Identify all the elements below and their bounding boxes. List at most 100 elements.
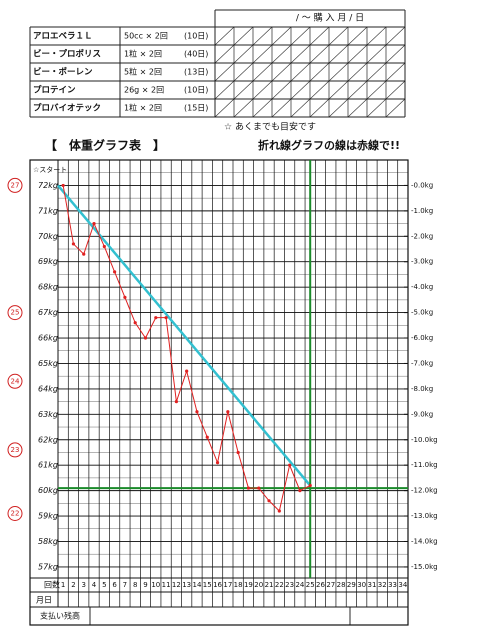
- y-tick-label: 65kg: [38, 359, 58, 368]
- weight-point: [71, 242, 76, 246]
- weight-point: [154, 316, 158, 320]
- y-tick-label: 68kg: [38, 283, 58, 292]
- cell-diagonal: [347, 80, 368, 100]
- x-tick-label: 30: [357, 581, 366, 589]
- cell-diagonal: [309, 44, 330, 64]
- cell-diagonal: [385, 44, 406, 64]
- cell-diagonal: [366, 62, 387, 82]
- y-tick-label: 58kg: [38, 537, 58, 546]
- cell-diagonal: [309, 26, 330, 46]
- y-tick-label: 62kg: [38, 435, 58, 444]
- weight-point: [61, 183, 65, 188]
- x-tick-label: 31: [368, 581, 377, 589]
- y2-tick-label: -11.0kg: [411, 461, 438, 469]
- x-tick-label: 18: [234, 581, 243, 589]
- supplement-days: (15日): [184, 104, 208, 113]
- x-tick-label: 2: [71, 581, 75, 589]
- y2-tick-label: -15.0kg: [411, 563, 438, 571]
- y-tick-label: 72kg: [38, 181, 58, 190]
- supplement-days: (10日): [184, 32, 208, 41]
- cell-diagonal: [290, 44, 311, 64]
- cell-diagonal: [252, 98, 273, 118]
- x-tick-label: 6: [112, 581, 117, 589]
- y2-tick-label: -10.0kg: [411, 436, 438, 444]
- chart-subtitle: 折れ線グラフの線は赤線で!!: [258, 138, 400, 152]
- cell-diagonal: [271, 80, 292, 100]
- weight-point: [195, 410, 199, 414]
- cell-diagonal: [271, 44, 292, 64]
- y-tick-label: 66kg: [38, 334, 58, 343]
- x-tick-label: 26: [316, 581, 325, 589]
- cell-diagonal: [366, 44, 387, 64]
- y2-tick-label: -13.0kg: [411, 512, 438, 520]
- supplement-dose: 1粒 × 2回: [124, 103, 162, 113]
- x-tick-label: 27: [326, 581, 335, 589]
- side-note: 23: [11, 446, 20, 454]
- weight-point: [102, 244, 106, 249]
- cell-diagonal: [271, 98, 292, 118]
- cell-diagonal: [385, 26, 406, 46]
- y-tick-label: 70kg: [38, 232, 58, 241]
- weight-point: [185, 369, 189, 373]
- side-note: 22: [11, 510, 20, 518]
- supplement-name: ビー・プロポリス: [33, 49, 101, 60]
- cell-diagonal: [233, 80, 254, 100]
- note: ☆ あくまでも目安です: [224, 121, 316, 133]
- y2-tick-label: -6.0kg: [411, 334, 433, 342]
- cell-diagonal: [233, 98, 254, 118]
- cell-diagonal: [309, 80, 330, 100]
- x-tick-label: 8: [133, 581, 137, 589]
- cell-diagonal: [366, 80, 387, 100]
- x-tick-label: 29: [347, 581, 356, 589]
- cell-diagonal: [366, 26, 387, 46]
- weight-point: [267, 499, 271, 503]
- cell-diagonal: [252, 80, 273, 100]
- x-tick-label: 33: [388, 581, 397, 589]
- x-tick-label: 22: [275, 581, 284, 589]
- cell-diagonal: [271, 26, 292, 46]
- cell-diagonal: [271, 62, 292, 82]
- weight-point: [164, 316, 168, 320]
- supplement-dose: 50cc × 2回: [124, 32, 168, 41]
- cell-diagonal: [366, 98, 387, 118]
- cell-diagonal: [252, 44, 273, 64]
- date-label: 月日: [36, 596, 52, 605]
- x-tick-label: 1: [61, 581, 65, 589]
- x-tick-label: 13: [182, 581, 191, 589]
- cell-diagonal: [233, 44, 254, 64]
- weight-point: [215, 461, 220, 465]
- cell-diagonal: [347, 62, 368, 82]
- weight-point: [174, 400, 178, 404]
- y2-tick-label: -3.0kg: [411, 258, 433, 266]
- cell-diagonal: [290, 80, 311, 100]
- y2-tick-label: -12.0kg: [411, 487, 438, 495]
- side-note-circle: [7, 305, 23, 321]
- target-line: [57, 184, 312, 487]
- x-tick-label: 10: [151, 581, 160, 589]
- weight-point: [133, 321, 137, 325]
- supplement-name: ビー・ポーレン: [33, 67, 93, 78]
- weight-point: [308, 483, 312, 488]
- y-tick-label: 59kg: [38, 512, 58, 521]
- cell-diagonal: [233, 62, 254, 82]
- x-tick-label: 12: [172, 581, 181, 589]
- side-note: 24: [11, 377, 20, 385]
- balance-label: 支払い残高: [40, 611, 80, 621]
- weight-point: [92, 221, 96, 226]
- cell-diagonal: [252, 26, 273, 46]
- weight-point: [113, 270, 117, 274]
- supplement-name: プロバイオテック: [33, 103, 101, 114]
- x-tick-label: 5: [102, 581, 106, 589]
- cell-diagonal: [214, 98, 235, 118]
- cell-diagonal: [385, 80, 406, 100]
- cell-diagonal: [385, 62, 406, 82]
- x-tick-label: 15: [203, 581, 212, 589]
- side-note-circle: [7, 177, 23, 193]
- y2-tick-label: -7.0kg: [411, 359, 433, 367]
- x-tick-label: 23: [285, 581, 294, 589]
- weight-point: [257, 486, 261, 490]
- y-tick-label: 60kg: [38, 486, 58, 495]
- side-note-circle: [7, 373, 23, 389]
